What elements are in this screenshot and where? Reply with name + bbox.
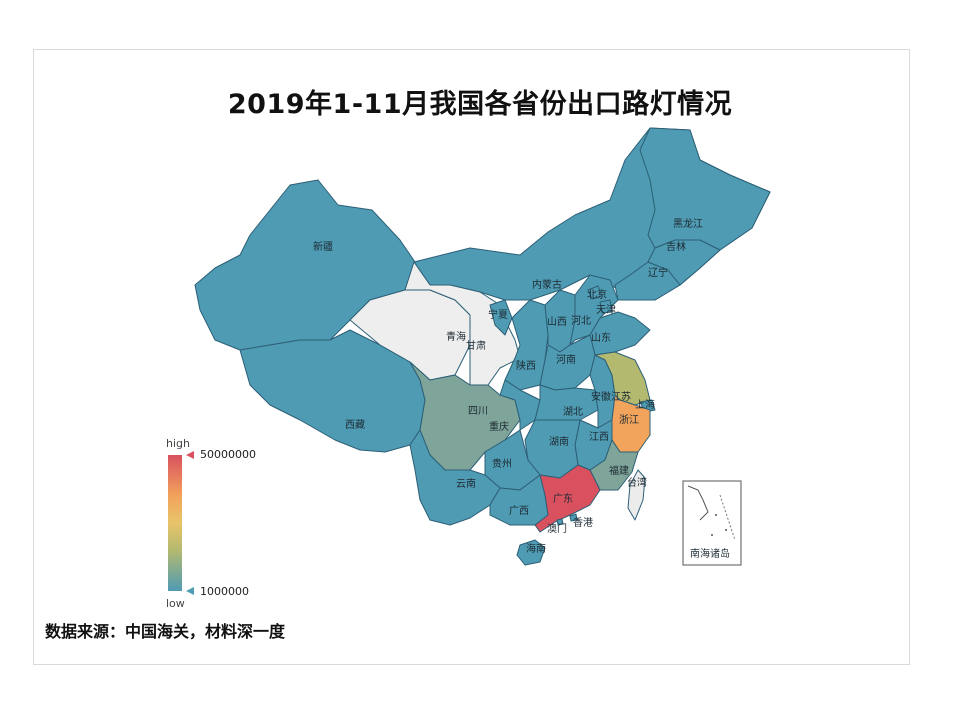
region-heilongjiang[interactable] — [639, 127, 771, 251]
label-sichuan: 四川 — [468, 406, 488, 417]
label-hebei: 河北 — [571, 315, 591, 327]
label-hunan: 湖南 — [549, 435, 569, 448]
label-liaoning: 辽宁 — [648, 266, 668, 279]
label-qinghai: 青海 — [446, 330, 466, 343]
label-hongkong: 香港 — [573, 517, 593, 529]
region-ningxia[interactable] — [489, 299, 513, 336]
label-anhui: 安徽 — [591, 390, 611, 403]
label-jiangxi: 江西 — [589, 431, 609, 443]
label-guizhou: 贵州 — [492, 457, 512, 470]
label-guangxi: 广西 — [509, 505, 529, 517]
region-tianjin[interactable] — [599, 299, 613, 314]
region-beijing[interactable] — [587, 285, 603, 300]
label-shanghai: 上海 — [635, 398, 655, 411]
label-ningxia: 宁夏 — [488, 308, 508, 321]
data-source: 数据来源：中国海关，材料深一度 — [45, 622, 286, 641]
region-xinjiang[interactable] — [194, 179, 416, 351]
region-macao[interactable] — [556, 518, 564, 526]
label-guangdong: 广东 — [553, 492, 573, 505]
region-fujian[interactable] — [589, 439, 639, 491]
label-yunnan: 云南 — [456, 477, 476, 490]
legend-max-value: 50000000 — [200, 448, 256, 461]
legend-high-label: high — [166, 437, 190, 450]
label-xinjiang: 新疆 — [313, 240, 333, 253]
label-gansu: 甘肃 — [466, 339, 486, 352]
label-macao: 澳门 — [547, 522, 567, 535]
map-title: 2019年1-11月我国各省份出口路灯情况 — [227, 89, 733, 120]
legend-low-label: low — [166, 597, 185, 610]
label-heilongjiang: 黑龙江 — [673, 217, 703, 230]
label-shandong: 山东 — [591, 331, 611, 344]
label-fujian: 福建 — [609, 464, 629, 477]
label-neimenggu: 内蒙古 — [532, 278, 562, 291]
legend-handle-bottom[interactable] — [186, 587, 194, 595]
label-xizang: 西藏 — [345, 419, 365, 431]
label-beijing: 北京 — [587, 288, 607, 301]
region-labels: 新疆 西藏 青海 甘肃 宁夏 内蒙古 黑龙江 吉林 辽宁 北京 天津 河北 山西… — [313, 217, 703, 555]
legend-min-value: 1000000 — [200, 585, 249, 598]
region-hainan[interactable] — [516, 539, 546, 566]
label-shaanxi: 陕西 — [516, 359, 536, 372]
region-guangdong[interactable] — [534, 464, 601, 533]
region-hongkong[interactable] — [569, 513, 578, 522]
label-chongqing: 重庆 — [489, 420, 509, 433]
color-legend: high low 50000000 1000000 — [166, 437, 256, 610]
label-hubei: 湖北 — [563, 406, 583, 418]
south-china-sea-inset: 南海诸岛 — [682, 480, 742, 566]
label-zhejiang: 浙江 — [619, 414, 639, 426]
inset-label: 南海诸岛 — [690, 547, 730, 560]
label-henan: 河南 — [556, 353, 576, 366]
label-hainan: 海南 — [526, 542, 546, 555]
region-taiwan — [627, 469, 646, 521]
label-taiwan: 台湾 — [627, 476, 647, 489]
region-yunnan[interactable] — [409, 429, 501, 526]
label-jilin: 吉林 — [666, 240, 686, 253]
legend-handle-top[interactable] — [186, 451, 194, 459]
legend-gradient-bar — [168, 455, 182, 591]
label-tianjin: 天津 — [596, 304, 616, 316]
label-jiangsu: 江苏 — [611, 390, 631, 403]
label-shanxi: 山西 — [547, 316, 567, 328]
